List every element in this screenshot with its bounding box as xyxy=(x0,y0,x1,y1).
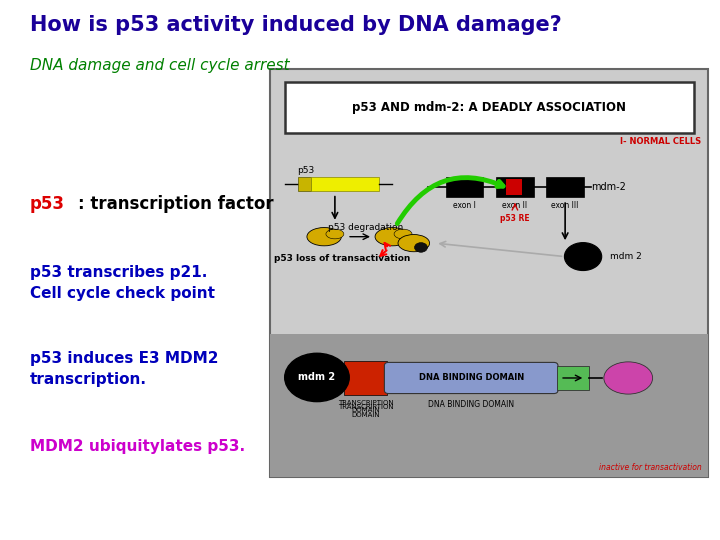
Bar xyxy=(496,177,534,198)
Text: p53 RE: p53 RE xyxy=(500,214,530,224)
FancyBboxPatch shape xyxy=(384,362,558,394)
Ellipse shape xyxy=(415,242,428,252)
Text: DNA BINDING DOMAIN: DNA BINDING DOMAIN xyxy=(418,374,523,382)
Bar xyxy=(310,177,379,191)
Text: : transcription factor: : transcription factor xyxy=(78,195,274,213)
Text: MDM2 ubiquitylates p53.: MDM2 ubiquitylates p53. xyxy=(30,439,246,454)
Text: mdm 2: mdm 2 xyxy=(611,252,642,261)
Text: p53 degradation: p53 degradation xyxy=(328,222,403,232)
Text: p53: p53 xyxy=(30,195,65,213)
Ellipse shape xyxy=(398,234,430,252)
Text: mdm 2: mdm 2 xyxy=(298,373,336,382)
Ellipse shape xyxy=(375,227,410,246)
Bar xyxy=(446,177,483,198)
Text: exon I: exon I xyxy=(454,201,476,210)
Text: p53 induces E3 MDM2
transcription.: p53 induces E3 MDM2 transcription. xyxy=(30,350,219,387)
Text: TRANSCRIPTION
DOMAIN: TRANSCRIPTION DOMAIN xyxy=(338,404,394,418)
Bar xyxy=(270,334,708,477)
Text: DNA damage and cell cycle arrest: DNA damage and cell cycle arrest xyxy=(30,58,289,73)
Bar xyxy=(270,69,708,477)
Ellipse shape xyxy=(394,229,412,239)
Bar xyxy=(297,177,310,191)
Ellipse shape xyxy=(604,362,652,394)
Ellipse shape xyxy=(564,242,602,271)
Ellipse shape xyxy=(307,227,341,246)
Text: I- NORMAL CELLS: I- NORMAL CELLS xyxy=(619,137,701,146)
Text: How is p53 activity induced by DNA damage?: How is p53 activity induced by DNA damag… xyxy=(30,15,562,35)
Text: exon II: exon II xyxy=(503,201,528,210)
Text: exon III: exon III xyxy=(552,201,579,210)
Bar xyxy=(546,177,584,198)
Text: DNA BINDING DOMAIN: DNA BINDING DOMAIN xyxy=(428,400,514,409)
Text: p53 loss of transactivation: p53 loss of transactivation xyxy=(274,254,410,262)
Text: mdm-2: mdm-2 xyxy=(591,183,626,192)
Text: TRANSCRIPTION
DOMAIN: TRANSCRIPTION DOMAIN xyxy=(338,400,394,413)
Text: inactive for transactivation: inactive for transactivation xyxy=(599,463,702,471)
Ellipse shape xyxy=(284,353,349,402)
Bar xyxy=(505,179,523,195)
Text: p53 transcribes p21.
Cell cycle check point: p53 transcribes p21. Cell cycle check po… xyxy=(30,265,215,301)
FancyBboxPatch shape xyxy=(284,82,693,133)
Ellipse shape xyxy=(326,229,344,239)
Bar xyxy=(557,366,589,390)
Text: p53: p53 xyxy=(297,166,315,175)
Text: p53 AND mdm-2: A DEADLY ASSOCIATION: p53 AND mdm-2: A DEADLY ASSOCIATION xyxy=(352,101,626,114)
Bar xyxy=(344,361,387,395)
